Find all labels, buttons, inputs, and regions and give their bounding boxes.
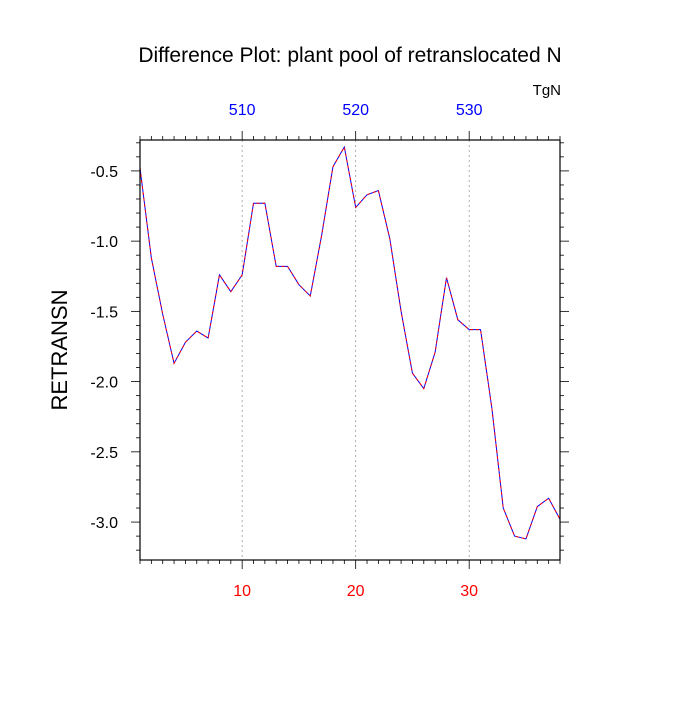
x-tick-label-top: 530 bbox=[456, 102, 483, 119]
tick-labels: 10 20 30 510 520 530 -0.5 -1.0 -1.5 -2.0 -2.5 -3.0 bbox=[90, 102, 482, 600]
chart-title: Difference Plot: plant pool of retranslo… bbox=[138, 44, 561, 67]
plot-frame bbox=[139, 139, 561, 561]
y-tick-label: -2.5 bbox=[90, 445, 118, 462]
x-tick-label-top: 520 bbox=[342, 102, 369, 119]
x-tick-label-bottom: 30 bbox=[460, 583, 478, 600]
series-line bbox=[139, 145, 561, 540]
y-tick-label: -2.0 bbox=[90, 375, 118, 392]
x-tick-label-top: 510 bbox=[229, 102, 256, 119]
x-tick-label-bottom: 10 bbox=[233, 583, 251, 600]
data-lines bbox=[139, 145, 561, 540]
y-tick-label: -1.0 bbox=[90, 234, 118, 251]
y-tick-label: -3.0 bbox=[90, 515, 118, 532]
units-label: TgN bbox=[533, 82, 561, 99]
x-tick-label-bottom: 20 bbox=[347, 583, 365, 600]
series-line-dashed bbox=[139, 145, 561, 540]
y-axis-label: RETRANSN bbox=[47, 289, 72, 410]
grid-lines bbox=[241, 140, 470, 560]
y-tick-label: -0.5 bbox=[90, 164, 118, 181]
axis-ticks bbox=[131, 131, 569, 569]
y-tick-label: -1.5 bbox=[90, 304, 118, 321]
